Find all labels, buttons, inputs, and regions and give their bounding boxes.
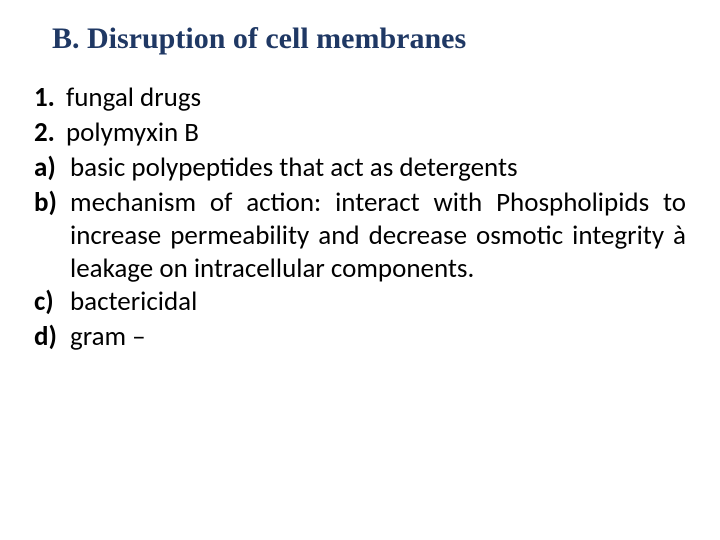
list-text: mechanism of action: interact with Phosp… (70, 186, 686, 285)
list-item: 1. fungal drugs (34, 82, 686, 115)
list-text: polymyxin B (66, 117, 686, 150)
list-text: basic polypeptides that act as detergent… (70, 152, 686, 185)
list-text: fungal drugs (66, 82, 686, 115)
section-heading: B. Disruption of cell membranes (52, 22, 686, 56)
list-item: d) gram – (34, 321, 686, 354)
list-marker: b) (34, 187, 70, 220)
list-marker: 1. (34, 82, 66, 115)
list-marker: 2. (34, 117, 66, 150)
list-item: b)mechanism of action: interact with Pho… (34, 187, 686, 286)
list-text: bactericidal (70, 286, 686, 319)
list-marker: c) (34, 286, 70, 319)
list-text: gram – (70, 321, 686, 354)
list-item: a) basic polypeptides that act as deterg… (34, 152, 686, 185)
slide: B. Disruption of cell membranes 1. funga… (0, 0, 720, 540)
list-marker: d) (34, 321, 70, 354)
list-marker: a) (34, 152, 70, 185)
list-item: 2. polymyxin B (34, 117, 686, 150)
list-item: c) bactericidal (34, 286, 686, 319)
body-list: 1. fungal drugs 2. polymyxin B a) basic … (34, 82, 686, 354)
